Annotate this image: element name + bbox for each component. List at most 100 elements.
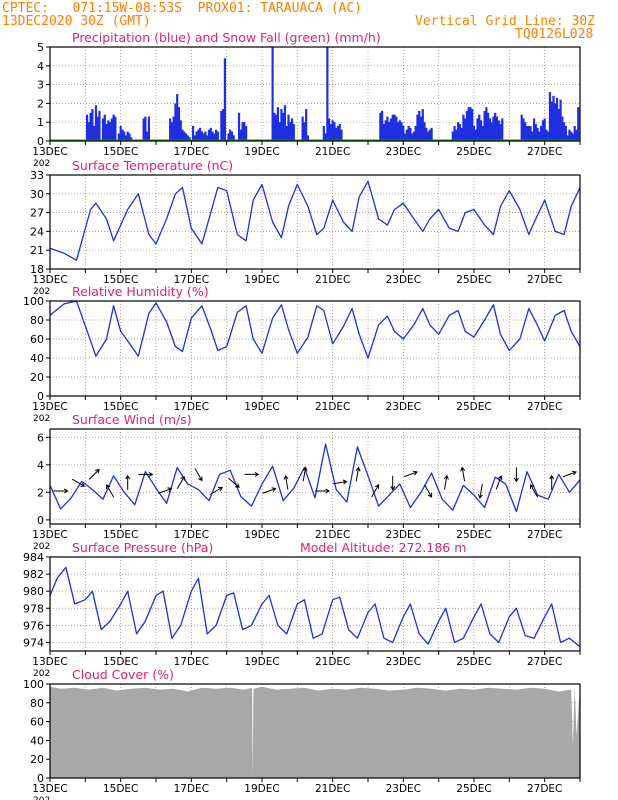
precip-bar [555, 97, 559, 141]
precip-title: Precipitation (blue) and Snow Fall (gree… [72, 30, 381, 45]
rh-ytick-label: 80 [30, 314, 44, 327]
precip-bar [571, 133, 575, 141]
temp-xtick-label: 13DEC [32, 274, 67, 286]
wind-ytick-label: 0 [37, 514, 44, 527]
precip-bar [89, 112, 92, 141]
temp-series-line [49, 180, 581, 261]
precip-bar [271, 47, 274, 141]
precip-bar [531, 131, 534, 141]
cloud-ytick-label: 40 [30, 734, 44, 747]
precip-bar [86, 114, 89, 141]
precip-bar [108, 122, 112, 141]
precip-bar [395, 116, 398, 141]
wind-arrow [138, 471, 154, 477]
header-station: CPTEC: 071:15W-08:53S PROX01: TARAUACA (… [2, 1, 363, 16]
precip-bar [428, 129, 431, 141]
temp-ytick-label: 24 [30, 225, 44, 238]
cloud-xtick-label: 15DEC [103, 783, 138, 795]
precip-bar [195, 131, 198, 141]
precip-bar [386, 116, 389, 141]
precip-bar [566, 135, 569, 141]
precip-bar [472, 125, 476, 141]
wind-arrow [53, 488, 69, 494]
precip-bar [306, 135, 310, 141]
precip-bar [211, 131, 214, 141]
rh-xtick-label: 21DEC [315, 401, 350, 413]
precip-bar [206, 135, 209, 141]
precip-bar [400, 122, 403, 141]
precip-bar [124, 135, 128, 141]
temp-xtick-label: 21DEC [315, 274, 350, 286]
wind-arrow [244, 471, 260, 477]
precip-bar [393, 114, 396, 141]
pres-year-label: 202 [33, 669, 50, 679]
precip-bar [492, 116, 495, 141]
rh-xtick-label: 17DEC [174, 401, 209, 413]
precip-bar [490, 122, 493, 141]
precip-bar [142, 118, 145, 141]
rh-frame [49, 300, 581, 397]
precip-bar [485, 107, 488, 141]
precip-bar [333, 122, 336, 141]
precip-bar [197, 129, 200, 141]
pres-ytick-label: 974 [23, 636, 44, 649]
rh-ytick-label: 0 [37, 390, 44, 403]
pres-xtick-label: 19DEC [244, 656, 279, 668]
wind-arrow [460, 466, 466, 482]
precip-ytick-label: 0 [37, 135, 44, 148]
precip-bar [479, 120, 483, 141]
precip-bar [554, 103, 557, 141]
rh-title: Relative Humidity (%) [72, 284, 209, 299]
precip-bar [200, 131, 204, 141]
wind-arrow [88, 468, 100, 480]
wind-arrow [158, 487, 173, 494]
temp-xtick-label: 17DEC [174, 274, 209, 286]
precip-bar [476, 118, 479, 141]
precip-bar [465, 110, 469, 141]
cloud-ytick-label: 100 [23, 678, 44, 691]
precip-bar [96, 116, 99, 141]
precip-bar [430, 127, 433, 141]
precip-bar [525, 125, 529, 141]
cloud-ytick-label: 80 [30, 697, 44, 710]
cloud-xtick-label: 23DEC [386, 783, 421, 795]
precip-bar [418, 110, 421, 141]
header-date: 13DEC2020 30Z (GMT) [2, 14, 151, 29]
wind-arrow [332, 479, 348, 485]
cloud-title: Cloud Cover (%) [72, 667, 174, 682]
precip-bar [289, 122, 292, 141]
pres-xtick-label: 21DEC [315, 656, 350, 668]
precip-bar [499, 124, 502, 141]
wind-arrow [371, 484, 380, 498]
wind-arrow [283, 474, 289, 490]
temp-xtick-label: 25DEC [456, 274, 491, 286]
precip-bar [407, 125, 410, 141]
precip-bar [541, 120, 544, 141]
header-code: TQ0126L028 [515, 27, 594, 42]
precip-bar [497, 120, 500, 141]
pres-ytick-label: 980 [23, 585, 44, 598]
cloud-xtick-label: 27DEC [527, 783, 562, 795]
precip-bar [229, 129, 232, 141]
precip-bar [389, 118, 393, 141]
wind-xtick-label: 19DEC [244, 529, 279, 541]
wind-arrow [549, 474, 555, 490]
cloud-year-label: 202 [33, 796, 50, 800]
rh-ytick-label: 20 [30, 371, 44, 384]
wind-xtick-label: 23DEC [386, 529, 421, 541]
precip-bar [474, 129, 477, 141]
precip-year-label: 202 [33, 159, 50, 169]
wind-arrow [228, 477, 240, 488]
wind-arrow [262, 487, 277, 494]
pres-ytick-label: 976 [23, 619, 44, 632]
wind-arrow [477, 484, 483, 499]
precip-bar [117, 133, 120, 141]
header-grid-note: Vertical Grid Line: 30Z [415, 14, 596, 29]
wind-xtick-label: 27DEC [527, 529, 562, 541]
precip-bar [563, 122, 566, 141]
precip-xtick-label: 19DEC [244, 146, 279, 158]
precip-bar [241, 122, 244, 141]
precip-bar [336, 125, 340, 141]
wind-arrow [125, 474, 131, 490]
cloud-ytick-label: 60 [30, 716, 44, 729]
